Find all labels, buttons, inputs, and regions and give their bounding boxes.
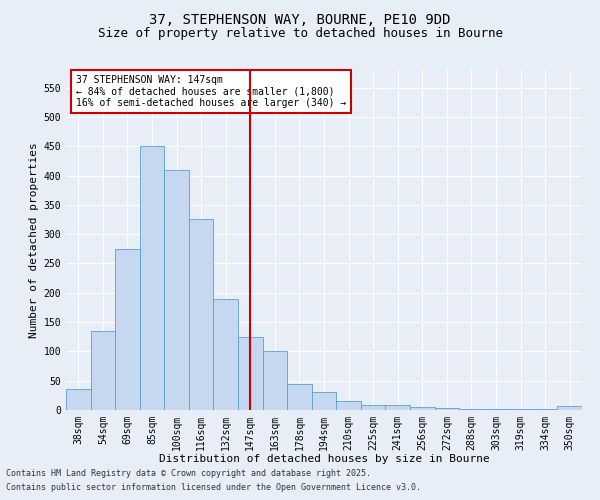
Text: 37, STEPHENSON WAY, BOURNE, PE10 9DD: 37, STEPHENSON WAY, BOURNE, PE10 9DD (149, 12, 451, 26)
Text: Contains HM Land Registry data © Crown copyright and database right 2025.: Contains HM Land Registry data © Crown c… (6, 468, 371, 477)
Bar (557, 406, 582, 410)
Bar (238, 336, 263, 410)
X-axis label: Distribution of detached houses by size in Bourne: Distribution of detached houses by size … (158, 454, 490, 464)
Bar (189, 220, 214, 410)
Bar (361, 406, 385, 410)
Bar (140, 146, 164, 410)
Bar (385, 406, 410, 410)
Bar (312, 392, 336, 410)
Bar (410, 407, 434, 410)
Bar (66, 390, 91, 410)
Bar (287, 384, 312, 410)
Bar (91, 331, 115, 410)
Text: Contains public sector information licensed under the Open Government Licence v3: Contains public sector information licen… (6, 484, 421, 492)
Y-axis label: Number of detached properties: Number of detached properties (29, 142, 40, 338)
Text: 37 STEPHENSON WAY: 147sqm
← 84% of detached houses are smaller (1,800)
16% of se: 37 STEPHENSON WAY: 147sqm ← 84% of detac… (76, 75, 347, 108)
Bar (459, 409, 484, 410)
Bar (263, 352, 287, 410)
Bar (484, 409, 508, 410)
Text: Size of property relative to detached houses in Bourne: Size of property relative to detached ho… (97, 28, 503, 40)
Bar (214, 298, 238, 410)
Bar (336, 400, 361, 410)
Bar (164, 170, 189, 410)
Bar (434, 408, 459, 410)
Bar (115, 249, 140, 410)
